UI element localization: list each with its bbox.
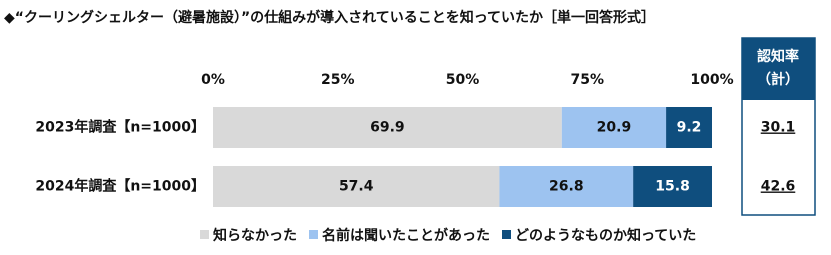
category-label: 2024年調査【n=1000】 <box>35 178 205 195</box>
data-label: 69.9 <box>370 120 405 136</box>
legend-label: どのようなものか知っていた <box>515 227 696 244</box>
category-label: 2023年調査【n=1000】 <box>35 119 205 136</box>
legend-label: 名前は聞いたことがあった <box>322 227 490 244</box>
x-tick-label: 0% <box>201 72 225 88</box>
bar-segment <box>213 166 500 207</box>
x-tick-label: 100% <box>690 72 733 88</box>
legend-swatch <box>502 230 511 239</box>
side-panel-header <box>742 38 815 100</box>
side-panel-title: 認知率 <box>757 48 799 65</box>
x-tick-label: 50% <box>446 72 480 88</box>
data-label: 26.8 <box>549 179 584 195</box>
data-label: 9.2 <box>677 120 702 136</box>
legend-label: 知らなかった <box>213 227 297 244</box>
side-panel-value: 42.6 <box>761 179 796 195</box>
bar-segment <box>666 107 712 148</box>
data-label: 15.8 <box>655 179 690 195</box>
bar-segment <box>561 107 667 148</box>
data-label: 20.9 <box>597 120 632 136</box>
side-panel-value: 30.1 <box>761 120 796 136</box>
x-tick-label: 25% <box>321 72 355 88</box>
data-label: 57.4 <box>339 179 374 195</box>
bar-segment <box>213 107 562 148</box>
bar-segment <box>499 166 634 207</box>
legend-swatch <box>200 230 209 239</box>
legend-swatch <box>309 230 318 239</box>
x-tick-label: 75% <box>570 72 604 88</box>
bar-segment <box>633 166 712 207</box>
chart-title: ◆“クーリングシェルター（避暑施設）”の仕組みが導入されていることを知っていたか… <box>4 9 655 26</box>
side-panel-subtitle: （計） <box>757 71 799 88</box>
